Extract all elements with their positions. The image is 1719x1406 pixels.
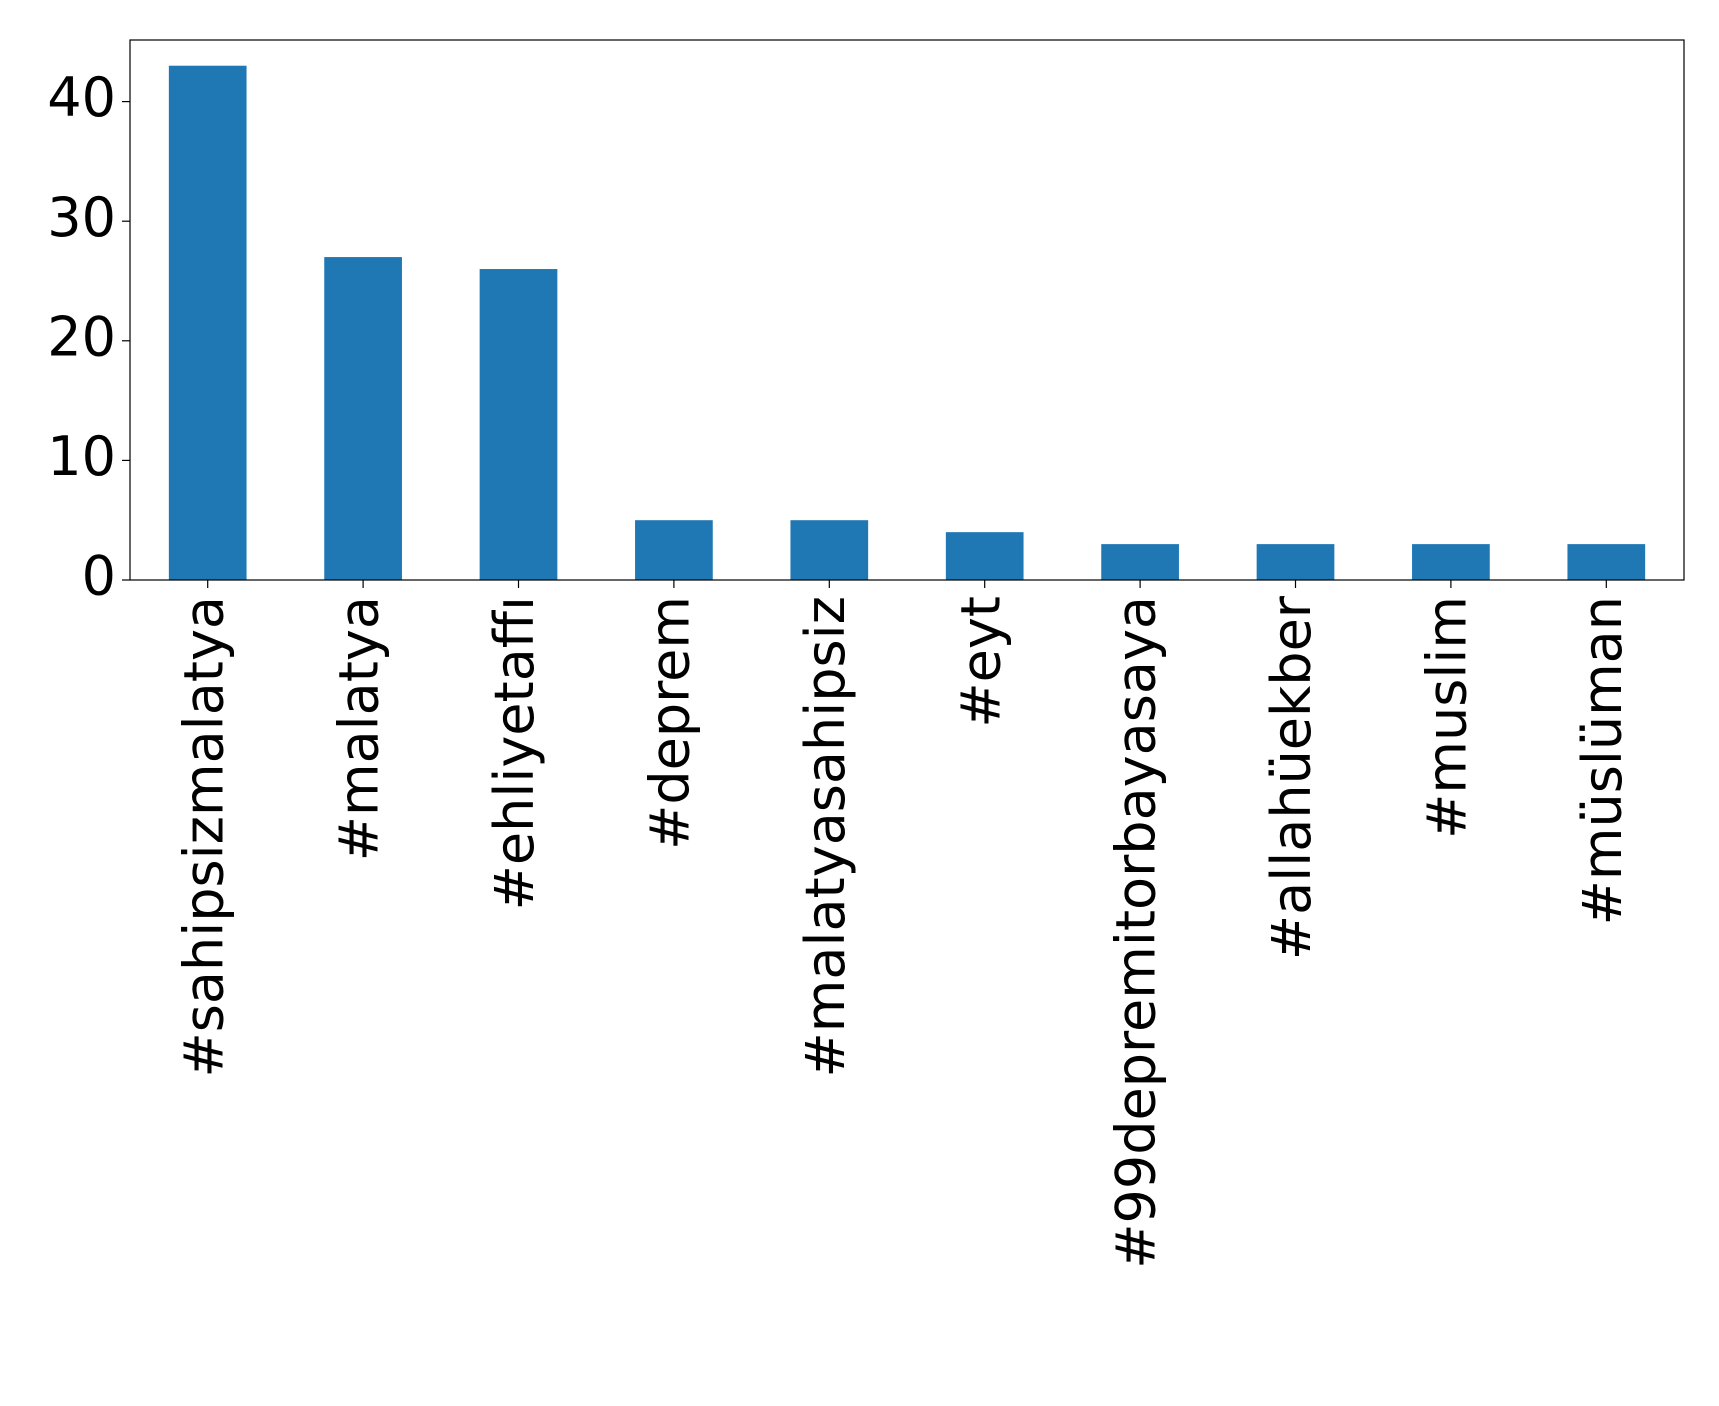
- x-tick-label: #allahüekber: [1260, 595, 1323, 960]
- x-tick-label: #eyt: [949, 596, 1012, 728]
- y-tick-label: 30: [47, 186, 116, 249]
- bar: [1567, 544, 1646, 580]
- x-tick-label: #99depremitorbayasaya: [1105, 596, 1168, 1269]
- bar: [1412, 544, 1490, 580]
- x-tick-label: #malatyasahipsiz: [794, 596, 857, 1077]
- y-tick-label: 10: [47, 425, 116, 488]
- bar: [168, 65, 247, 580]
- x-tick-label: #malatya: [328, 596, 391, 861]
- x-tick-label: #müslüman: [1571, 596, 1634, 925]
- x-tick-label: #muslim: [1416, 596, 1479, 839]
- bar: [1101, 544, 1179, 580]
- y-tick-label: 40: [47, 66, 116, 129]
- bar: [790, 520, 869, 580]
- x-tick-label: #sahipsizmalatya: [172, 596, 235, 1077]
- plot-frame: [129, 39, 1685, 581]
- bar: [324, 257, 402, 580]
- y-tick-label: 0: [82, 545, 116, 608]
- bar: [479, 269, 558, 580]
- x-tick-label: #ehliyetaffı: [483, 596, 546, 910]
- y-tick-label: 20: [47, 305, 116, 368]
- bar: [1256, 544, 1335, 580]
- bar: [635, 520, 713, 580]
- bar: [945, 532, 1024, 580]
- x-tick-label: #deprem: [639, 596, 702, 850]
